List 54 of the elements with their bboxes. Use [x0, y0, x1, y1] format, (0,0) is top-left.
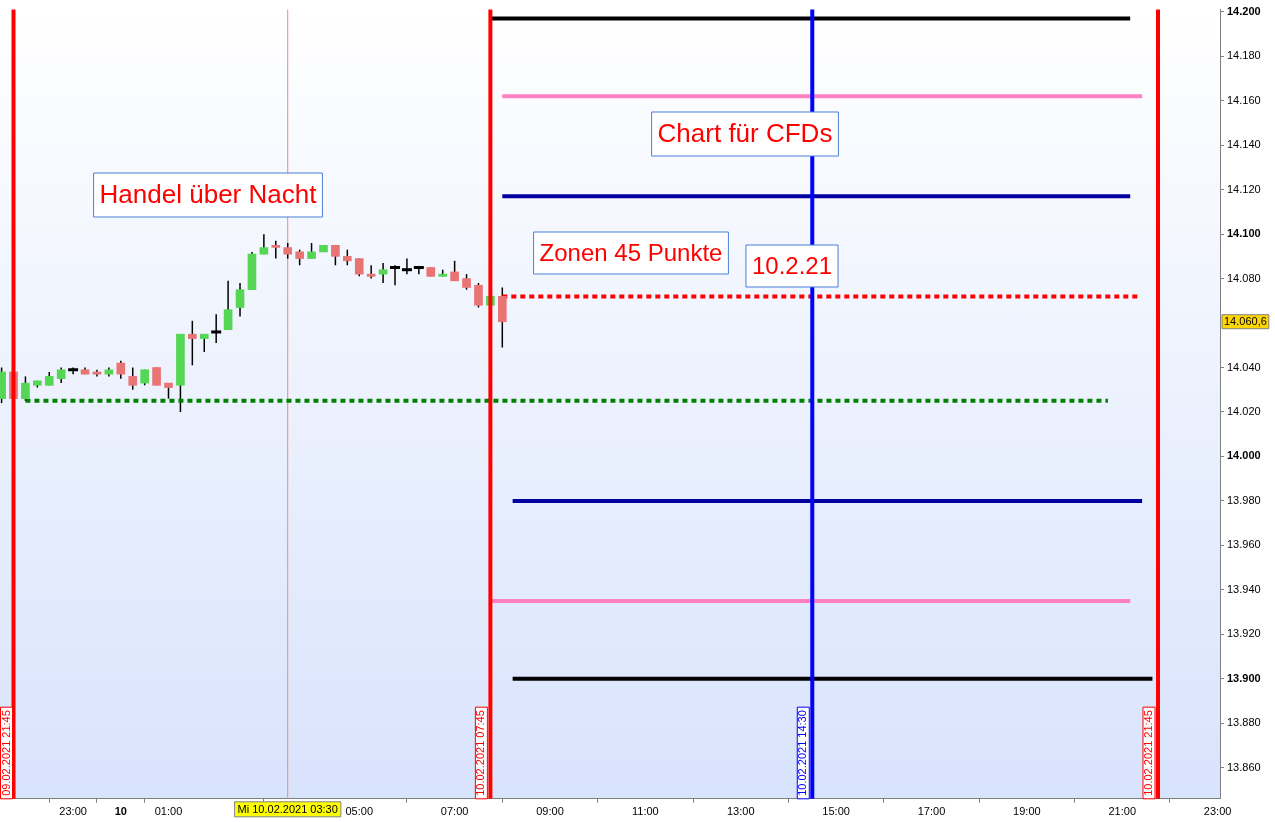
ref-line-label: 10.02.2021 07:45: [474, 710, 487, 796]
candlestick: [378, 262, 388, 284]
ref-line-label: 10.02.2021 14:30: [796, 710, 809, 796]
y-tick-label: 14.020: [1227, 405, 1261, 418]
x-tick-label: 19:00: [1013, 805, 1041, 818]
x-tick-label: 23:00: [59, 805, 87, 818]
x-tick-label: 09:00: [536, 805, 564, 818]
candlestick: [331, 244, 340, 267]
y-tick-label: 13.960: [1227, 538, 1261, 551]
ref-line-label: Mi 10.02.2021 03:30: [237, 802, 338, 815]
annotation: Chart für CFDs: [657, 118, 833, 149]
candlestick: [474, 282, 483, 309]
x-tick-label: 17:00: [917, 805, 946, 818]
y-tick-label: 14.040: [1227, 360, 1261, 373]
y-tick-label: 13.900: [1227, 671, 1261, 684]
y-tick-label: 13.860: [1227, 760, 1261, 773]
x-tick-label: 15:00: [822, 805, 850, 818]
y-tick-label: 13.940: [1227, 582, 1261, 595]
y-tick-label: 14.080: [1227, 271, 1261, 284]
y-tick-label: 13.980: [1227, 493, 1261, 506]
annotation: Handel über Nacht: [99, 179, 318, 210]
y-tick-label: 14.180: [1227, 49, 1261, 62]
candlestick: [390, 264, 401, 287]
y-tick-label: 14.160: [1227, 93, 1261, 106]
y-tick-label: 13.920: [1227, 627, 1261, 640]
x-tick-label: 21:00: [1108, 805, 1137, 818]
x-tick-label: 10: [114, 805, 127, 818]
x-tick-label: 01:00: [154, 805, 183, 818]
annotation: 10.2.21: [751, 251, 833, 279]
candlestick: [450, 260, 459, 282]
candlestick: [413, 265, 424, 275]
candlestick: [223, 280, 233, 331]
y-tick-label: 14.000: [1227, 449, 1261, 462]
y-tick-label: 14.120: [1227, 182, 1261, 195]
y-tick-label: 13.880: [1227, 716, 1261, 729]
x-tick-label: 11:00: [632, 805, 659, 818]
candlestick: [271, 240, 281, 260]
annotation: Zonen 45 Punkte: [539, 238, 723, 266]
candlestick: [128, 366, 138, 391]
text: 14.060,6: [1224, 314, 1267, 327]
candlestick: [235, 282, 245, 318]
ref-line-label: 10.02.2021 21:45: [1142, 710, 1155, 796]
ref-line-label: 09.02.2021 21:45: [0, 710, 12, 796]
x-tick-label: 23:00: [1203, 805, 1232, 818]
x-tick-label: 13:00: [726, 805, 755, 818]
candlestick: [401, 257, 412, 275]
candlestick: [188, 320, 197, 367]
x-tick-label: 07:00: [440, 805, 469, 818]
y-tick-label: 14.200: [1227, 4, 1261, 17]
y-tick-label: 14.100: [1227, 227, 1261, 240]
candlestick: [366, 264, 376, 280]
x-tick-label: 05:00: [345, 805, 374, 818]
y-tick-label: 14.140: [1227, 138, 1261, 151]
candlestick: [21, 375, 30, 402]
